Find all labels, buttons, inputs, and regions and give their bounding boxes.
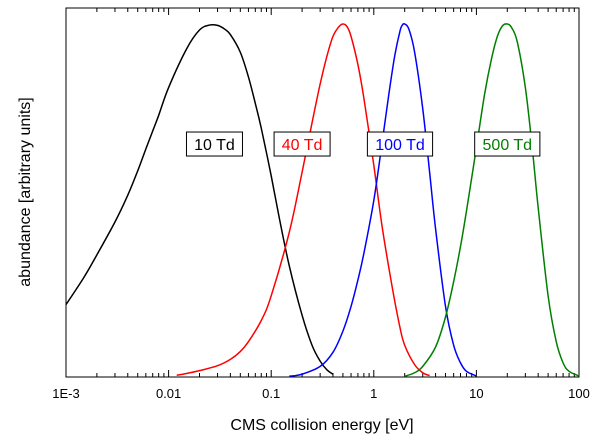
x-tick-label: 0.01 — [156, 386, 181, 401]
series-label: 10 Td — [194, 137, 235, 154]
x-axis-tick-labels: 1E-3 0.01 0.1 1 10 100 — [52, 386, 590, 401]
series-line — [289, 22, 477, 378]
series-label-box — [474, 131, 541, 157]
series-label-box — [273, 131, 331, 157]
series-label: 500 Td — [483, 137, 533, 154]
x-tick-label: 1E-3 — [52, 386, 79, 401]
series-line — [176, 23, 430, 377]
series-line — [65, 23, 334, 375]
plot-frame — [65, 7, 580, 378]
x-tick-label: 0.1 — [262, 386, 280, 401]
x-tick-label: 10 — [469, 386, 483, 401]
x-tick-label: 100 — [568, 386, 590, 401]
x-axis-ticks — [65, 8, 580, 377]
series-line — [404, 23, 580, 378]
series-label-box — [366, 131, 434, 157]
series-labels: 10 Td 40 Td 100 Td 500 Td — [185, 131, 541, 157]
series-label: 40 Td — [282, 137, 323, 154]
series-curves — [65, 22, 580, 378]
x-tick-label: 1 — [370, 386, 377, 401]
series-label: 100 Td — [375, 137, 425, 154]
y-axis-title: abundance [arbitrary units] — [17, 97, 34, 286]
x-axis-title: CMS collision energy [eV] — [230, 417, 413, 434]
series-label-box — [185, 131, 243, 157]
